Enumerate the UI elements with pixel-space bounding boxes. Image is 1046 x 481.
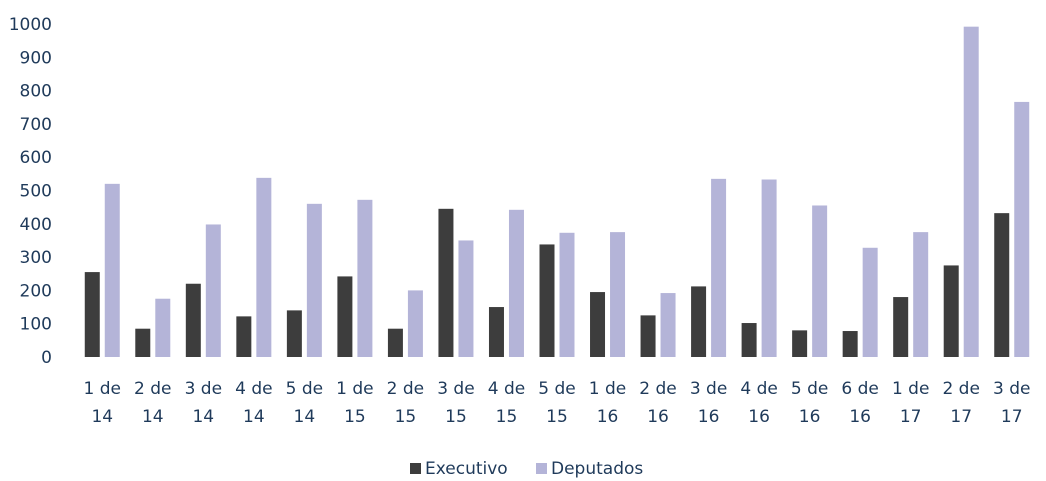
legend: Executivo Deputados bbox=[410, 459, 643, 479]
bar-deputados-11 bbox=[610, 232, 626, 357]
bar-executivo-1 bbox=[84, 272, 100, 357]
bar-deputados-4 bbox=[256, 177, 272, 357]
bar-deputados-7 bbox=[407, 290, 423, 357]
bar-executivo-15 bbox=[792, 330, 808, 357]
x-tick-label: 1 de bbox=[589, 379, 626, 399]
x-tick-label: 5 de bbox=[538, 379, 575, 399]
bar-deputados-19 bbox=[1014, 101, 1030, 357]
bar-executivo-13 bbox=[691, 286, 707, 357]
x-tick-label: 16 bbox=[748, 407, 770, 427]
x-tick-label: 15 bbox=[395, 407, 417, 427]
x-tick-label: 3 de bbox=[690, 379, 727, 399]
y-axis: 0 100 200 300 400 500 600 700 800 900 1000 bbox=[9, 15, 52, 368]
x-tick-label: 5 de bbox=[791, 379, 828, 399]
x-tick-label: 17 bbox=[1001, 407, 1023, 427]
bar-deputados-17 bbox=[913, 232, 929, 357]
x-tick-label: 17 bbox=[950, 407, 972, 427]
bar-executivo-18 bbox=[943, 265, 959, 357]
bar-deputados-1 bbox=[104, 183, 120, 357]
x-tick-label: 14 bbox=[142, 407, 164, 427]
x-tick-label: 14 bbox=[192, 407, 214, 427]
x-tick-label: 1 de bbox=[336, 379, 373, 399]
bar-executivo-9 bbox=[488, 307, 504, 357]
legend-label-executivo: Executivo bbox=[425, 459, 508, 479]
x-tick-label: 16 bbox=[799, 407, 821, 427]
x-tick-label: 1 de bbox=[84, 379, 121, 399]
y-tick-label: 100 bbox=[20, 315, 52, 335]
legend-swatch-deputados bbox=[536, 463, 547, 474]
bar-deputados-12 bbox=[660, 293, 676, 357]
bar-deputados-5 bbox=[306, 203, 322, 357]
y-tick-label: 600 bbox=[20, 148, 52, 168]
x-tick-label: 14 bbox=[294, 407, 316, 427]
x-tick-label: 16 bbox=[698, 407, 720, 427]
bar-executivo-19 bbox=[994, 213, 1010, 357]
y-tick-label: 800 bbox=[20, 82, 52, 102]
legend-swatch-executivo bbox=[410, 463, 421, 474]
x-tick-label: 3 de bbox=[993, 379, 1030, 399]
y-tick-label: 700 bbox=[20, 115, 52, 135]
bar-deputados-3 bbox=[205, 224, 221, 357]
x-tick-label: 16 bbox=[647, 407, 669, 427]
bar-deputados-6 bbox=[357, 199, 373, 357]
bar-executivo-3 bbox=[185, 283, 201, 357]
x-tick-label: 15 bbox=[445, 407, 467, 427]
x-tick-label: 15 bbox=[344, 407, 366, 427]
bar-executivo-17 bbox=[893, 297, 909, 357]
x-tick-label: 14 bbox=[243, 407, 265, 427]
x-tick-label: 2 de bbox=[134, 379, 171, 399]
y-tick-label: 0 bbox=[41, 348, 52, 368]
bar-executivo-8 bbox=[438, 208, 454, 357]
bar-deputados-16 bbox=[862, 247, 878, 357]
x-tick-label: 2 de bbox=[639, 379, 676, 399]
x-tick-label: 6 de bbox=[841, 379, 878, 399]
y-tick-label: 900 bbox=[20, 48, 52, 68]
x-tick-label: 14 bbox=[91, 407, 113, 427]
x-tick-label: 4 de bbox=[235, 379, 272, 399]
x-tick-label: 17 bbox=[900, 407, 922, 427]
bar-deputados-2 bbox=[155, 298, 171, 357]
bar-executivo-10 bbox=[539, 244, 555, 357]
bar-executivo-6 bbox=[337, 276, 353, 357]
y-tick-label: 400 bbox=[20, 215, 52, 235]
bar-executivo-2 bbox=[135, 328, 151, 357]
x-tick-label: 4 de bbox=[488, 379, 525, 399]
x-tick-label: 15 bbox=[546, 407, 568, 427]
y-tick-label: 200 bbox=[20, 281, 52, 301]
bar-executivo-12 bbox=[640, 315, 656, 357]
y-tick-label: 1000 bbox=[9, 15, 52, 35]
bar-deputados-15 bbox=[812, 205, 828, 357]
x-tick-label: 4 de bbox=[740, 379, 777, 399]
x-tick-label: 2 de bbox=[387, 379, 424, 399]
bar-deputados-8 bbox=[458, 240, 474, 357]
y-tick-label: 300 bbox=[20, 248, 52, 268]
bar-executivo-5 bbox=[286, 310, 302, 357]
bar-deputados-18 bbox=[963, 26, 979, 357]
legend-label-deputados: Deputados bbox=[551, 459, 643, 479]
bar-executivo-14 bbox=[741, 323, 757, 357]
bar-deputados-10 bbox=[559, 232, 575, 357]
x-tick-label: 2 de bbox=[942, 379, 979, 399]
x-tick-label: 15 bbox=[496, 407, 518, 427]
bars bbox=[84, 26, 1030, 357]
bar-deputados-9 bbox=[508, 209, 524, 357]
bar-executivo-16 bbox=[842, 331, 858, 357]
x-tick-label: 1 de bbox=[892, 379, 929, 399]
x-tick-label: 16 bbox=[849, 407, 871, 427]
x-tick-label: 3 de bbox=[437, 379, 474, 399]
y-tick-label: 500 bbox=[20, 182, 52, 202]
bar-deputados-14 bbox=[761, 179, 777, 357]
bar-executivo-7 bbox=[387, 328, 403, 357]
bar-deputados-13 bbox=[711, 178, 727, 357]
x-tick-label: 16 bbox=[597, 407, 619, 427]
bar-executivo-4 bbox=[236, 316, 252, 357]
x-axis: 1 de 14 2 de 14 3 de 14 4 de 14 5 de 14 1 de 15 2 de… bbox=[84, 379, 1031, 427]
bar-executivo-11 bbox=[590, 292, 606, 357]
x-tick-label: 3 de bbox=[185, 379, 222, 399]
x-tick-label: 5 de bbox=[286, 379, 323, 399]
